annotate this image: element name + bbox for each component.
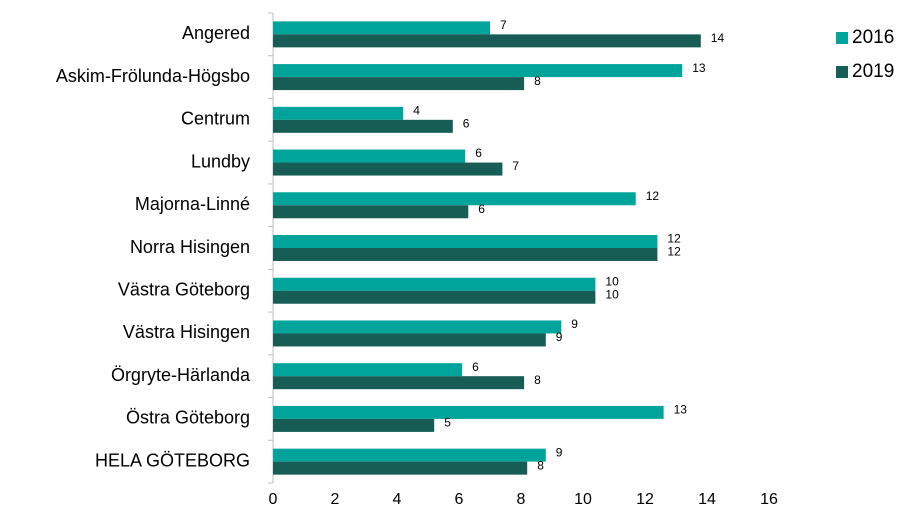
x-tick-label: 16	[760, 491, 778, 508]
bar	[273, 192, 636, 206]
value-label: 9	[556, 330, 563, 344]
x-tick-label: 14	[698, 491, 716, 508]
category-label: Majorna-Linné	[135, 194, 250, 214]
bar	[273, 461, 528, 475]
value-label: 9	[556, 445, 563, 459]
legend-swatch	[836, 66, 848, 78]
category-label: HELA GÖTEBORG	[95, 450, 250, 470]
category-label: Östra Göteborg	[126, 408, 250, 428]
bar	[273, 277, 596, 291]
category-label: Västra Hisingen	[123, 322, 250, 342]
value-label: 10	[605, 274, 619, 288]
bar	[273, 77, 525, 91]
value-label: 12	[667, 245, 681, 259]
bar	[273, 119, 453, 133]
value-label: 8	[534, 373, 541, 387]
value-label: 14	[711, 31, 725, 45]
bar	[273, 290, 596, 304]
value-label: 5	[444, 416, 451, 430]
x-tick-label: 6	[455, 491, 464, 508]
bar	[273, 405, 664, 419]
category-label: Örgryte-Härlanda	[111, 365, 251, 385]
bar	[273, 418, 435, 432]
value-label: 13	[692, 61, 706, 75]
value-label: 13	[674, 403, 688, 417]
bar	[273, 363, 463, 377]
legend-swatch	[836, 32, 848, 44]
value-label: 10	[605, 287, 619, 301]
bar	[273, 106, 404, 120]
value-label: 4	[413, 103, 420, 117]
value-label: 7	[512, 159, 519, 173]
x-tick-label: 0	[269, 491, 278, 508]
value-label: 6	[478, 202, 485, 216]
category-label: Askim-Frölunda-Högsbo	[56, 66, 250, 86]
x-tick-label: 4	[393, 491, 402, 508]
category-label: Norra Hisingen	[130, 237, 250, 257]
category-label: Angered	[182, 23, 250, 43]
value-label: 12	[667, 232, 681, 246]
category-label: Lundby	[191, 151, 250, 171]
value-label: 8	[537, 458, 544, 472]
bar	[273, 376, 525, 390]
value-label: 6	[463, 116, 470, 130]
bar	[273, 333, 546, 347]
bar	[273, 320, 562, 334]
value-label: 12	[646, 189, 660, 203]
x-tick-label: 10	[574, 491, 592, 508]
bar	[273, 149, 466, 163]
x-tick-label: 8	[517, 491, 526, 508]
bar	[273, 64, 683, 78]
x-tick-label: 2	[331, 491, 340, 508]
value-label: 6	[475, 146, 482, 160]
value-label: 7	[500, 18, 507, 32]
bar	[273, 448, 546, 462]
bar	[273, 34, 701, 48]
bar	[273, 248, 658, 261]
legend-label: 2016	[852, 27, 894, 48]
bar	[273, 235, 658, 248]
value-label: 6	[472, 360, 479, 374]
value-label: 9	[571, 317, 578, 331]
legend-label: 2019	[852, 61, 894, 82]
bar	[273, 21, 490, 35]
bar	[273, 162, 503, 176]
category-label: Västra Göteborg	[118, 279, 250, 299]
bar	[273, 205, 469, 219]
x-tick-label: 12	[636, 491, 654, 508]
value-label: 8	[534, 74, 541, 88]
category-label: Centrum	[181, 109, 250, 129]
